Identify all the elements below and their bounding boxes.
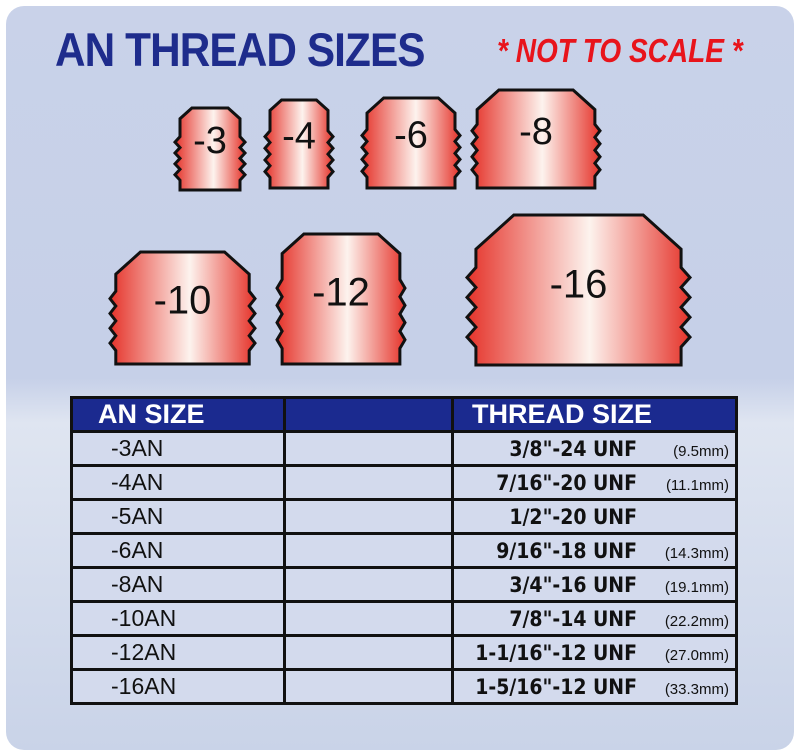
thread-mm: (33.3mm) <box>664 681 729 698</box>
an-size-cell: -5AN <box>70 498 286 535</box>
an-size-cell: -6AN <box>70 532 286 569</box>
thread-spec: 3/4"-16 <box>509 573 587 597</box>
thread-mm: (27.0mm) <box>664 647 729 664</box>
fitting-shape <box>360 96 462 190</box>
an-size-cell: -16AN <box>70 668 286 705</box>
header-thread-size: THREAD SIZE <box>451 396 738 433</box>
an-size-cell: -8AN <box>70 566 286 603</box>
table-row: -4AN 7/16"-20 UNF (11.1mm) <box>70 464 738 501</box>
thread-size-cell: 3/4"-16 UNF (19.1mm) <box>451 566 738 603</box>
header-blank <box>283 396 454 433</box>
fitting-label: -10 <box>154 279 212 323</box>
fitting-label: -16 <box>550 263 608 307</box>
thread-spec: 7/16"-20 <box>496 471 587 495</box>
fitting-label: -4 <box>282 115 316 157</box>
an-size-cell: -3AN <box>70 430 286 467</box>
thread-size-cell: 3/8"-24 UNF (9.5mm) <box>451 430 738 467</box>
page-title: AN THREAD SIZES <box>55 23 425 76</box>
thread-mm: (11.1mm) <box>665 477 729 494</box>
an-size-cell: -4AN <box>70 464 286 501</box>
thread-unf: UNF <box>592 505 637 529</box>
blank-cell <box>283 430 454 467</box>
blank-cell <box>283 600 454 637</box>
thread-size-cell: 9/16"-18 UNF (14.3mm) <box>451 532 738 569</box>
thread-unf: UNF <box>592 573 637 597</box>
blank-cell <box>283 634 454 671</box>
thread-size-cell: 7/8"-14 UNF (22.2mm) <box>451 600 738 637</box>
thread-mm: (14.3mm) <box>664 545 729 562</box>
fitting-shape <box>263 98 335 190</box>
fitting-label: -6 <box>394 115 428 157</box>
thread-spec: 7/8"-14 <box>509 607 587 631</box>
blank-cell <box>283 498 454 535</box>
thread-spec: 1/2"-20 <box>509 505 587 529</box>
an-size-cell: -10AN <box>70 600 286 637</box>
thread-mm: (22.2mm) <box>664 613 729 630</box>
fitting-shape <box>172 106 248 192</box>
not-to-scale-note: * NOT TO SCALE * <box>497 32 743 69</box>
fittings-diagram: -3 -4 -6 -8 -10 -12 -16 <box>108 88 693 367</box>
blank-cell <box>283 566 454 603</box>
thread-spec: 9/16"-18 <box>496 539 587 563</box>
table-row: -8AN 3/4"-16 UNF (19.1mm) <box>70 566 738 603</box>
table-row: -5AN 1/2"-20 UNF <box>70 498 738 535</box>
thread-spec: 1-1/16"-12 <box>475 641 587 665</box>
thread-mm: (19.1mm) <box>664 579 729 596</box>
table-row: -3AN 3/8"-24 UNF (9.5mm) <box>70 430 738 467</box>
fitting-label: -8 <box>519 111 553 153</box>
table-row: -6AN 9/16"-18 UNF (14.3mm) <box>70 532 738 569</box>
fitting-shape <box>108 250 257 366</box>
table-row: -16AN 1-5/16"-12 UNF (33.3mm) <box>70 668 738 705</box>
thread-unf: UNF <box>592 607 637 631</box>
thread-spec: 3/8"-24 <box>509 437 587 461</box>
blank-cell <box>283 464 454 501</box>
fitting-label: -12 <box>312 271 370 315</box>
blank-cell <box>283 532 454 569</box>
fitting-shape <box>464 213 693 367</box>
fitting-label: -3 <box>193 120 227 162</box>
thread-unf: UNF <box>592 539 637 563</box>
thread-unf: UNF <box>592 471 637 495</box>
thread-size-cell: 1/2"-20 UNF <box>451 498 738 535</box>
thread-spec: 1-5/16"-12 <box>475 675 587 699</box>
table-row: -12AN 1-1/16"-12 UNF (27.0mm) <box>70 634 738 671</box>
thread-unf: UNF <box>592 675 637 699</box>
an-size-cell: -12AN <box>70 634 286 671</box>
thread-unf: UNF <box>592 641 637 665</box>
thread-mm: (9.5mm) <box>673 443 729 460</box>
table-row: -10AN 7/8"-14 UNF (22.2mm) <box>70 600 738 637</box>
fitting-shape <box>275 232 407 366</box>
blank-cell <box>283 668 454 705</box>
thread-size-table: AN SIZE THREAD SIZE -3AN 3/8"-24 UNF (9.5… <box>70 396 738 705</box>
table-header-row: AN SIZE THREAD SIZE <box>70 396 738 433</box>
thread-unf: UNF <box>592 437 637 461</box>
fitting-shape <box>470 88 602 190</box>
thread-size-cell: 7/16"-20 UNF (11.1mm) <box>451 464 738 501</box>
header-an-size: AN SIZE <box>70 396 286 433</box>
thread-size-cell: 1-1/16"-12 UNF (27.0mm) <box>451 634 738 671</box>
thread-size-cell: 1-5/16"-12 UNF (33.3mm) <box>451 668 738 705</box>
